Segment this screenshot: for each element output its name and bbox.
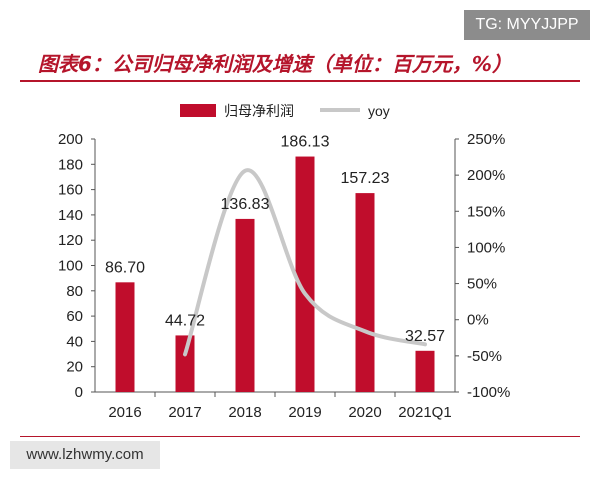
right-tick-label: 150%: [467, 203, 505, 220]
data-label: 86.70: [105, 259, 145, 276]
watermark-tag: TG: MYYJJPP: [464, 10, 590, 40]
right-tick-label: 100%: [467, 239, 505, 256]
right-tick-label: 0%: [467, 312, 489, 329]
left-tick-label: 160: [58, 182, 83, 199]
yoy-line-series: [183, 168, 427, 357]
x-tick-label: 2019: [288, 404, 321, 421]
left-tick-label: 140: [58, 207, 83, 224]
data-label: 157.23: [341, 170, 390, 187]
bar-series: [115, 156, 435, 392]
left-tick-label: 180: [58, 156, 83, 173]
chart-axes: 0 20 40 60 80 100 120 140 160 180 200 -100% -50% 0% 50…: [58, 131, 510, 421]
title-divider: [20, 80, 580, 82]
left-tick-label: 120: [58, 232, 83, 249]
right-tick-label: 50%: [467, 276, 497, 293]
right-tick-label: -50%: [467, 348, 502, 365]
left-tick-label: 40: [66, 333, 83, 350]
data-label: 32.57: [405, 328, 445, 345]
legend-label: 归母净利润: [224, 103, 294, 119]
bar: [115, 282, 135, 392]
right-tick-label: -100%: [467, 384, 510, 401]
bottom-divider: [20, 436, 580, 437]
legend-swatch-bar: [180, 104, 216, 117]
x-tick-label: 2021Q1: [398, 404, 451, 421]
legend-label: yoy: [368, 103, 390, 119]
left-tick-label: 0: [75, 384, 83, 401]
watermark-url: www.lzhwmy.com: [10, 441, 160, 469]
bar: [295, 156, 315, 392]
data-label: 44.72: [165, 312, 205, 329]
data-label: 186.13: [281, 134, 330, 151]
bar: [235, 218, 255, 392]
x-tick-label: 2017: [168, 404, 201, 421]
yoy-line: [183, 168, 427, 357]
data-label: 136.83: [221, 196, 270, 213]
left-tick-label: 200: [58, 131, 83, 148]
x-tick-label: 2020: [348, 404, 381, 421]
data-labels: 86.70 44.72 136.83 186.13 157.23 32.57: [105, 134, 445, 345]
x-tick-label: 2018: [228, 404, 261, 421]
bar: [415, 350, 435, 392]
x-tick-label: 2016: [108, 404, 141, 421]
chart-title: 图表6：公司归母净利润及增速（单位：百万元，%）: [38, 52, 512, 76]
left-tick-label: 80: [66, 283, 83, 300]
bar: [355, 193, 375, 392]
bar: [175, 335, 195, 392]
left-tick-label: 60: [66, 308, 83, 325]
right-tick-label: 250%: [467, 131, 505, 148]
left-tick-label: 100: [58, 258, 83, 275]
left-tick-label: 20: [66, 359, 83, 376]
right-tick-label: 200%: [467, 167, 505, 184]
chart-legend: 归母净利润 yoy: [180, 103, 390, 119]
